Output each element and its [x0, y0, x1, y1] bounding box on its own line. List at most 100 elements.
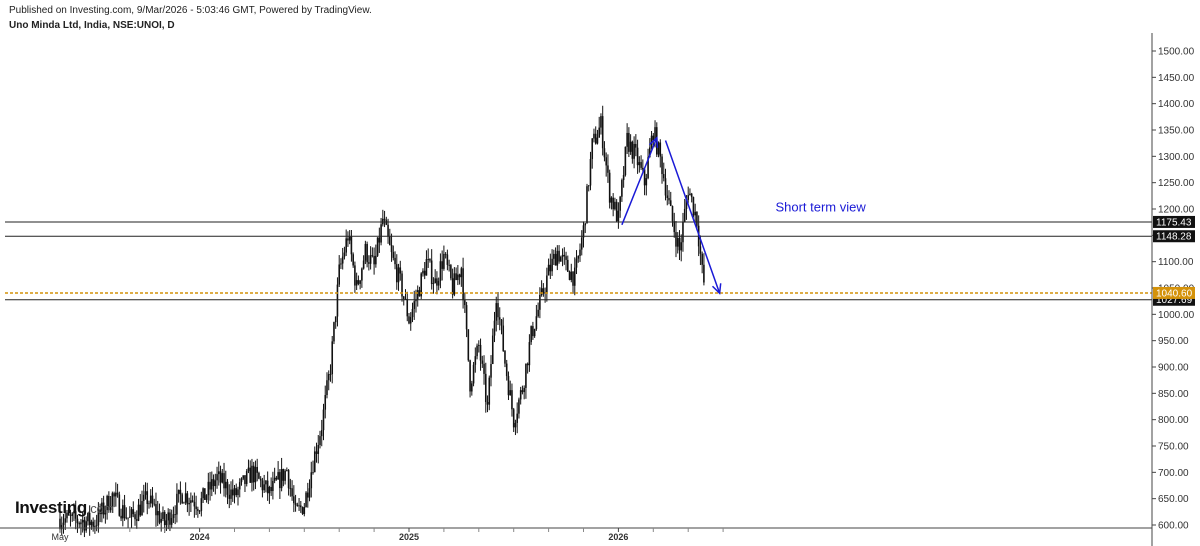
candle-body	[478, 344, 480, 346]
candle-body	[275, 477, 278, 480]
candle-body	[587, 185, 590, 187]
candles	[59, 105, 705, 538]
candle-body	[565, 256, 567, 260]
price-tick-label: 1200.00	[1158, 205, 1195, 216]
candle-body	[662, 174, 665, 179]
candle-body	[596, 137, 599, 144]
candle-body	[235, 488, 238, 496]
candle-body	[502, 325, 505, 351]
candle-body	[605, 157, 607, 166]
candle-body	[320, 430, 323, 437]
candle-body	[685, 199, 688, 209]
candle-body	[233, 488, 236, 496]
candle-body	[205, 495, 208, 500]
candle-body	[666, 195, 669, 199]
level-lines[interactable]	[5, 221, 1152, 301]
price-tick-label: 1300.00	[1158, 152, 1195, 163]
candle-body	[432, 283, 435, 285]
candle-body	[244, 475, 246, 484]
price-tick-label: 650.00	[1158, 494, 1189, 505]
candle-body	[151, 495, 154, 504]
candle-body	[174, 514, 176, 516]
candle-body	[472, 364, 475, 384]
candle-body	[204, 488, 206, 500]
candle-body	[364, 243, 367, 261]
candle-body	[153, 503, 156, 505]
candle-body	[108, 495, 110, 511]
candle-body	[251, 465, 253, 483]
candle-body	[202, 488, 204, 499]
candle-body	[636, 147, 639, 166]
candle-body	[392, 252, 395, 258]
trend-arrows[interactable]: Short term view	[621, 136, 866, 295]
candle-body	[361, 268, 363, 281]
trend-arrow-line[interactable]	[621, 137, 658, 226]
candle-body	[601, 116, 604, 149]
candle-body	[500, 319, 503, 326]
candle-body	[512, 409, 515, 428]
candle-body	[553, 253, 555, 259]
candle-body	[378, 237, 381, 243]
candle-body	[313, 451, 316, 473]
candle-body	[380, 224, 382, 243]
candle-body	[465, 305, 468, 330]
candle-body	[277, 472, 279, 480]
logo-sub-text: .com	[86, 501, 114, 516]
candle-body	[654, 127, 656, 141]
annotation-short-term-view[interactable]: Short term view	[775, 200, 866, 215]
level-label: 1175.43	[1156, 217, 1192, 228]
candle-body	[443, 253, 445, 269]
candle-body	[62, 522, 65, 525]
candle-body	[436, 278, 438, 286]
candle-body	[81, 519, 84, 523]
candle-body	[615, 201, 618, 222]
candle-body	[460, 268, 463, 278]
price-tick-label: 1100.00	[1158, 257, 1194, 268]
candle-body	[179, 489, 182, 495]
candle-body	[446, 254, 449, 265]
candle-body	[217, 471, 220, 475]
candle-body	[673, 221, 676, 233]
candle-body	[629, 141, 632, 152]
candle-body	[310, 472, 313, 489]
candle-body	[331, 341, 334, 375]
candle-body	[340, 263, 342, 265]
candle-body	[533, 329, 536, 337]
candle-body	[237, 489, 239, 496]
candle-body	[64, 518, 67, 523]
candle-body	[575, 258, 578, 268]
candle-body	[546, 275, 548, 293]
current-price-label-bg	[1153, 286, 1195, 299]
candle-body	[200, 498, 203, 511]
candle-body	[514, 422, 517, 428]
candle-body	[402, 296, 405, 299]
candle-body	[626, 132, 628, 147]
candle-body	[692, 197, 695, 216]
price-tick-label: 950.00	[1158, 336, 1189, 347]
candle-body	[566, 259, 569, 272]
candle-body	[298, 505, 300, 507]
candle-body	[60, 524, 63, 530]
candle-body	[69, 515, 72, 517]
candle-body	[676, 238, 679, 247]
candle-body	[294, 503, 297, 505]
candle-body	[245, 471, 248, 484]
candle-body	[231, 489, 234, 496]
candle-body	[699, 246, 702, 254]
candle-body	[111, 493, 114, 508]
candle-body	[526, 363, 529, 366]
candle-body	[270, 486, 272, 492]
candle-body	[523, 387, 525, 393]
candle-body	[348, 236, 351, 241]
candle-body	[106, 495, 108, 511]
candle-body	[624, 146, 627, 176]
candle-body	[345, 238, 347, 253]
candle-body	[188, 503, 190, 505]
trend-arrow-line[interactable]	[664, 140, 721, 294]
candle-body	[598, 127, 601, 138]
candle-body	[504, 350, 506, 364]
candle-body	[169, 512, 171, 525]
candle-body	[415, 299, 417, 302]
candle-body	[181, 494, 183, 504]
